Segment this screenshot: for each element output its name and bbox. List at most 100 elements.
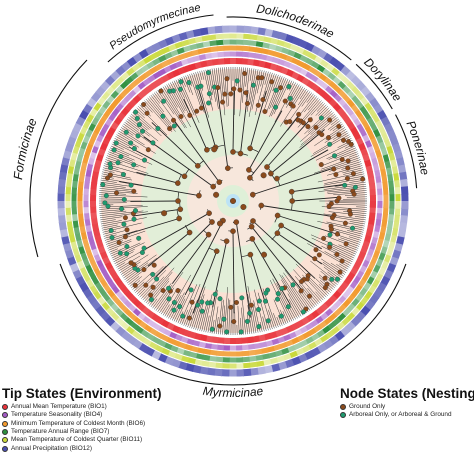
tip-node (290, 103, 296, 109)
tip-node (231, 86, 237, 92)
terminal-branch (340, 237, 360, 245)
environment-ring-segment (341, 317, 351, 327)
environment-ring-segment (137, 81, 147, 90)
environment-ring-segment (124, 316, 134, 326)
environment-ring-segment (310, 346, 321, 357)
terminal-branch (203, 70, 214, 111)
terminal-branch (273, 299, 285, 325)
environment-ring-segment (328, 294, 338, 304)
environment-ring-segment (375, 258, 384, 268)
environment-ring-segment (95, 85, 107, 97)
environment-ring-segment (72, 268, 83, 280)
branch (266, 117, 313, 168)
terminal-branch (319, 262, 343, 279)
environment-ring-segment (320, 90, 330, 100)
tip-node (158, 88, 164, 94)
environment-ring-segment (64, 248, 74, 259)
environment-ring-segment (207, 26, 217, 35)
environment-ring-segment (361, 120, 370, 130)
environment-ring-segment (341, 76, 351, 86)
terminal-branch (354, 225, 365, 229)
tip-node (322, 275, 328, 281)
environment-ring-segment (135, 67, 145, 77)
tip-node (224, 329, 230, 335)
environment-ring-segment (96, 133, 104, 143)
terminal-branch (162, 304, 170, 316)
environment-ring-segment (99, 250, 108, 260)
tip-node (221, 316, 227, 322)
environment-ring-segment (152, 71, 162, 80)
environment-ring-segment (370, 256, 378, 266)
tip-node (290, 282, 296, 288)
environment-ring-segment (357, 278, 367, 288)
tip-node (259, 75, 265, 81)
environment-ring-segment (67, 135, 77, 146)
environment-ring-segment (335, 321, 346, 331)
environment-ring-segment (216, 344, 224, 351)
environment-ring-segment (371, 114, 381, 124)
environment-ring-segment (253, 342, 261, 349)
environment-ring-segment (169, 344, 179, 353)
environment-ring-segment (365, 165, 374, 174)
environment-ring-segment (137, 311, 146, 321)
environment-ring-segment (72, 247, 80, 257)
internal-node (223, 238, 230, 244)
environment-ring-segment (313, 69, 323, 78)
terminal-branch (271, 77, 285, 108)
terminal-branch (310, 234, 357, 255)
environment-ring-segment (363, 235, 372, 244)
tip-node (335, 276, 340, 282)
environment-ring-segment (85, 263, 93, 273)
environment-ring-segment (264, 28, 275, 38)
environment-ring-segment (329, 89, 339, 99)
environment-ring-segment (332, 76, 342, 86)
terminal-branch (115, 243, 157, 266)
clade-label: Formicinae (11, 116, 40, 180)
tip-node (286, 84, 292, 90)
environment-ring-segment (77, 187, 84, 195)
clade-arcs (29, 14, 418, 386)
terminal-branch (347, 230, 363, 235)
tip-node (109, 235, 115, 240)
environment-ring-segment (337, 304, 347, 313)
terminal-branch (301, 92, 312, 107)
environment-ring-segment (79, 167, 86, 176)
environment-ring-segment (110, 271, 119, 281)
terminal-branch (138, 288, 146, 296)
internal-node (237, 150, 244, 157)
tip-node (105, 203, 111, 209)
internal-node (260, 172, 267, 179)
environment-ring-segment (353, 132, 362, 141)
environment-ring-segment (132, 85, 142, 94)
environment-ring-segment (96, 295, 106, 306)
environment-ring-segment (321, 325, 331, 335)
environment-ring-segment (394, 214, 400, 223)
environment-ring-segment (106, 85, 116, 95)
environment-ring-segment (301, 344, 311, 353)
environment-ring-segment (345, 70, 357, 82)
tip-node (263, 290, 269, 296)
environment-ring-segment (145, 309, 155, 319)
environment-ring-segment (172, 339, 181, 347)
environment-ring-segment (61, 156, 70, 166)
environment-ring-segment (356, 270, 364, 280)
environment-ring-segment (278, 31, 289, 42)
terminal-branch (111, 242, 145, 259)
tip-node (212, 291, 218, 297)
environment-ring-segment (284, 358, 295, 369)
terminal-branch (339, 263, 349, 270)
environment-ring-segment (317, 48, 328, 60)
environment-ring-segment (262, 359, 272, 366)
environment-ring-segment (240, 337, 248, 344)
environment-ring-segment (366, 171, 375, 179)
tip-node (113, 140, 119, 146)
terminal-branch (100, 179, 117, 183)
terminal-branch (316, 159, 361, 175)
terminal-branch (341, 163, 362, 170)
environment-ring-segment (339, 281, 349, 291)
internal-node (261, 251, 268, 258)
environment-ring-segment (91, 275, 100, 285)
tip-node (222, 91, 228, 97)
tip-node (248, 302, 254, 308)
environment-ring-segment (334, 61, 346, 72)
